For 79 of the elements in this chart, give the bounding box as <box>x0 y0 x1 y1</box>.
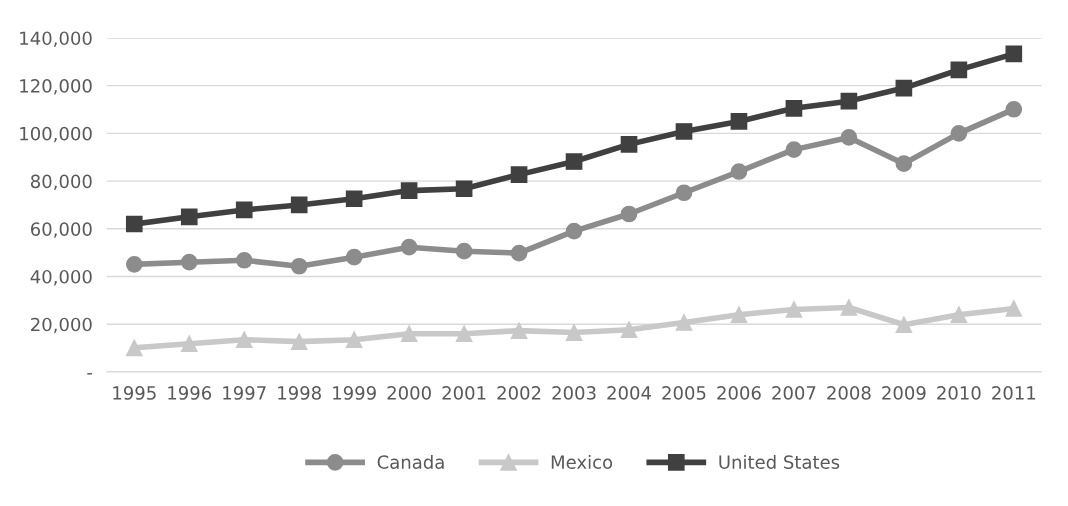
y-tick-label: 20,000 <box>31 317 92 334</box>
point <box>510 244 528 262</box>
point <box>400 182 418 199</box>
x-tick-label: 2006 <box>717 386 761 400</box>
point <box>840 299 858 316</box>
x-tick-label: 1999 <box>333 386 376 400</box>
point <box>565 153 583 170</box>
point <box>455 180 473 198</box>
point <box>345 331 363 349</box>
point <box>950 61 968 79</box>
x-tick-label: 2001 <box>442 386 486 400</box>
x-tick-label: 1997 <box>223 386 266 400</box>
point <box>565 324 583 341</box>
point <box>950 306 968 323</box>
point <box>125 339 143 357</box>
legend-label: Canada <box>377 454 444 469</box>
point <box>675 314 693 331</box>
point <box>730 306 748 323</box>
legend-label: Mexico <box>551 454 613 469</box>
x-tick-label: 2000 <box>387 386 431 400</box>
point <box>1005 45 1023 63</box>
y-tick-label: - <box>87 373 93 375</box>
point <box>345 248 363 266</box>
x-tick-label: 2011 <box>992 386 1036 400</box>
point <box>455 325 473 343</box>
point <box>675 184 693 202</box>
point <box>675 123 693 140</box>
point <box>345 190 363 208</box>
x-tick-label: 2002 <box>497 386 541 400</box>
point <box>235 331 253 349</box>
point <box>785 141 803 158</box>
point <box>400 238 418 256</box>
y-tick-label: 80,000 <box>30 174 92 191</box>
point <box>620 321 638 339</box>
y-tick-label: 60,000 <box>30 222 92 238</box>
point <box>895 79 913 97</box>
point <box>235 251 253 269</box>
point <box>125 255 143 273</box>
y-tick-label: 140,000 <box>20 31 92 47</box>
point <box>620 205 638 223</box>
y-tick-label: 120,000 <box>20 79 92 95</box>
x-tick-label: 1996 <box>168 386 212 400</box>
y-tick-label: 100,000 <box>20 126 92 143</box>
x-tick-label: 2009 <box>882 386 926 400</box>
point <box>235 201 253 219</box>
point <box>180 335 198 353</box>
y-tick-label: 40,000 <box>30 269 92 286</box>
point <box>455 242 473 260</box>
point <box>895 316 913 334</box>
point <box>290 257 308 275</box>
point <box>1005 300 1023 317</box>
x-tick-label: 1995 <box>113 386 156 400</box>
point <box>290 333 308 350</box>
x-tick-label: 2003 <box>552 386 596 400</box>
x-tick-label: 1998 <box>278 386 321 400</box>
point <box>785 99 803 117</box>
point <box>180 208 198 226</box>
point <box>510 166 528 183</box>
point <box>290 196 308 214</box>
point <box>400 325 418 343</box>
point <box>730 113 748 130</box>
point <box>950 125 968 142</box>
point <box>730 163 748 180</box>
x-tick-label: 2010 <box>937 386 981 400</box>
x-tick-label: 2008 <box>827 386 871 400</box>
point <box>125 215 143 233</box>
point <box>785 301 803 318</box>
point <box>620 136 638 153</box>
legend-label: United States <box>719 454 840 469</box>
point <box>1005 100 1023 118</box>
point <box>180 253 198 271</box>
point <box>840 92 858 110</box>
x-tick-label: 2007 <box>772 386 816 400</box>
x-tick-label: 2005 <box>662 386 706 400</box>
point <box>840 129 858 146</box>
x-tick-label: 2004 <box>607 386 651 400</box>
point <box>565 222 583 240</box>
point <box>510 322 528 339</box>
point <box>895 155 913 172</box>
